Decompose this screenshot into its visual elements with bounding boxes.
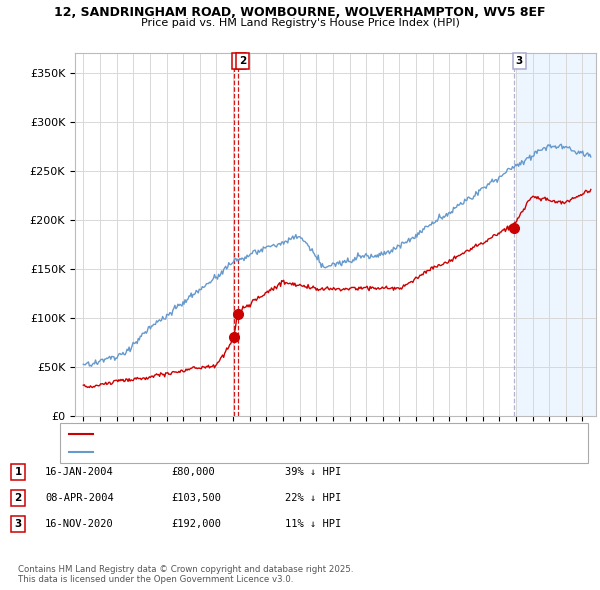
Text: 12, SANDRINGHAM ROAD, WOMBOURNE, WOLVERHAMPTON, WV5 8EF (semi-detached house): 12, SANDRINGHAM ROAD, WOMBOURNE, WOLVERH… <box>96 430 542 439</box>
Text: 12, SANDRINGHAM ROAD, WOMBOURNE, WOLVERHAMPTON, WV5 8EF: 12, SANDRINGHAM ROAD, WOMBOURNE, WOLVERH… <box>54 6 546 19</box>
Text: £192,000: £192,000 <box>171 519 221 529</box>
Text: 2: 2 <box>239 56 247 66</box>
Bar <box>516 53 596 416</box>
Text: Price paid vs. HM Land Registry's House Price Index (HPI): Price paid vs. HM Land Registry's House … <box>140 18 460 28</box>
Text: 16-JAN-2004: 16-JAN-2004 <box>45 467 114 477</box>
Text: £103,500: £103,500 <box>171 493 221 503</box>
Text: 08-APR-2004: 08-APR-2004 <box>45 493 114 503</box>
Text: 1: 1 <box>235 56 242 66</box>
Text: 16-NOV-2020: 16-NOV-2020 <box>45 519 114 529</box>
Text: HPI: Average price, semi-detached house, South Staffordshire: HPI: Average price, semi-detached house,… <box>96 447 390 457</box>
Text: 39% ↓ HPI: 39% ↓ HPI <box>285 467 341 477</box>
Text: 3: 3 <box>14 519 22 529</box>
Text: 3: 3 <box>515 56 523 66</box>
Text: 22% ↓ HPI: 22% ↓ HPI <box>285 493 341 503</box>
Text: Contains HM Land Registry data © Crown copyright and database right 2025.
This d: Contains HM Land Registry data © Crown c… <box>18 565 353 584</box>
Text: 2: 2 <box>14 493 22 503</box>
Text: 11% ↓ HPI: 11% ↓ HPI <box>285 519 341 529</box>
Text: £80,000: £80,000 <box>171 467 215 477</box>
Text: 1: 1 <box>14 467 22 477</box>
